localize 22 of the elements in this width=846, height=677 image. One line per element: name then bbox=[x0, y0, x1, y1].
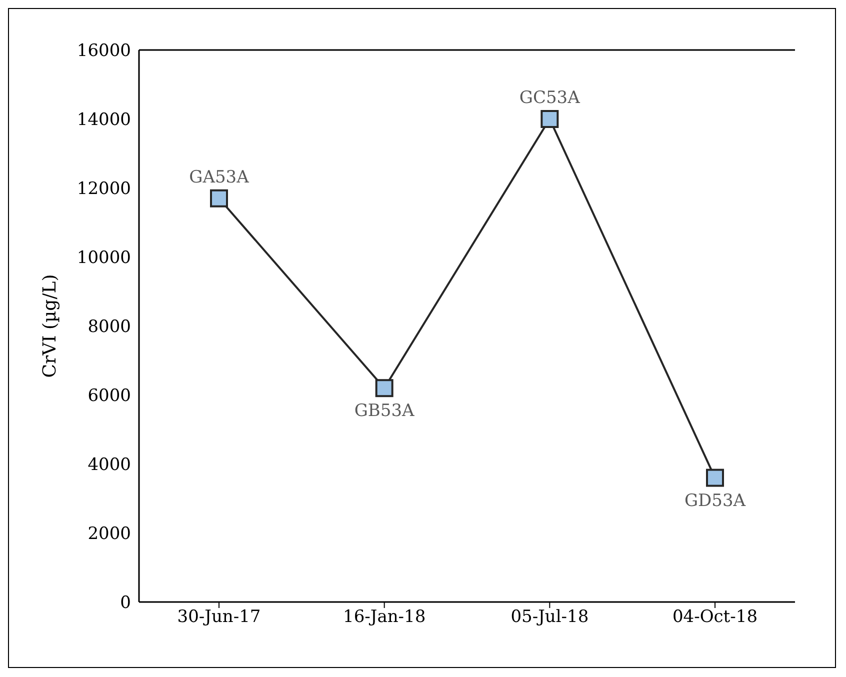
y-tick-label: 12000 bbox=[76, 179, 131, 200]
y-tick-label: 6000 bbox=[88, 386, 131, 406]
annotation: GB53A bbox=[354, 401, 416, 422]
x-tick-label: 16-Jan-18 bbox=[343, 607, 426, 628]
point bbox=[210, 189, 228, 208]
y-tick-label: 10000 bbox=[76, 248, 131, 268]
y-tick-label: 2000 bbox=[88, 524, 131, 544]
point bbox=[706, 468, 724, 487]
y-tick-label: 0 bbox=[120, 593, 131, 614]
y-tick-label: 16000 bbox=[76, 41, 131, 62]
y-tick-label: 4000 bbox=[88, 455, 131, 476]
annotation: GA53A bbox=[189, 167, 250, 188]
point bbox=[540, 110, 559, 128]
x-tick-label: 30-Jun-17 bbox=[177, 607, 261, 628]
y-tick-label: 8000 bbox=[88, 317, 131, 338]
annotation: GC53A bbox=[519, 88, 581, 108]
annotation: GD53A bbox=[684, 490, 746, 511]
x-tick-label: 04-Oct-18 bbox=[672, 607, 758, 628]
y-tick-label: 14000 bbox=[76, 110, 131, 130]
y-axis-title: CrVI (µg/L) bbox=[39, 274, 60, 378]
point bbox=[375, 379, 394, 398]
x-tick-label: 05-Jul-18 bbox=[510, 607, 589, 628]
